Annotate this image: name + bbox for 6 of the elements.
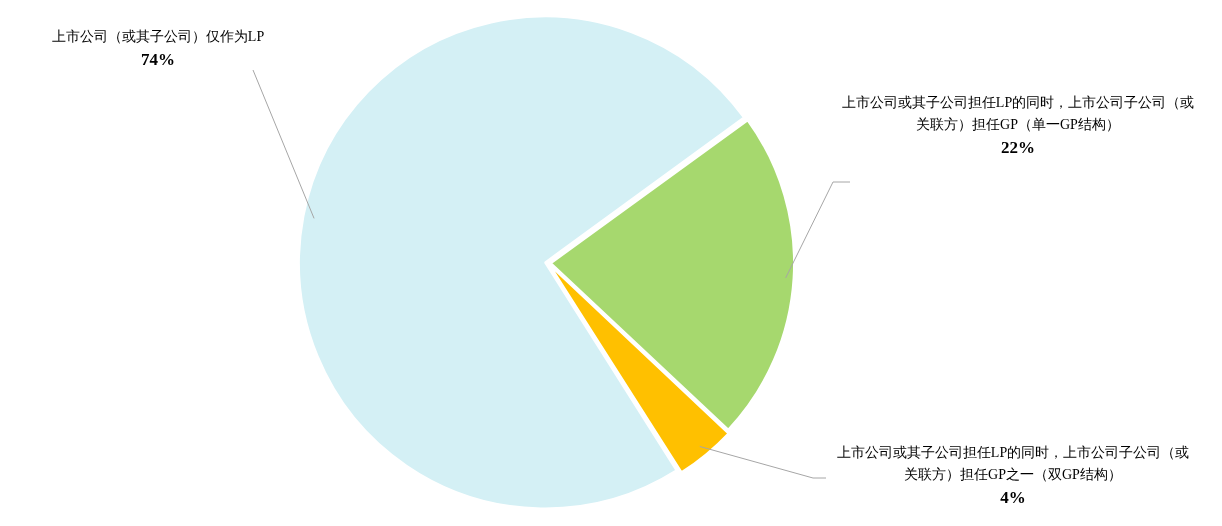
data-label: 4% [1000,487,1026,507]
slice-label: 上市公司或其子公司担任LP的同时，上市公司子公司（或关联方）担任GP之一（双GP结构） [836,444,1190,482]
slice-label: 上市公司（或其子公司）仅作为LP [51,28,265,44]
slice-label: 上市公司或其子公司担任LP的同时，上市公司子公司（或关联方）担任GP（单一GP结构） [841,94,1195,132]
data-label: 22% [1001,137,1035,157]
data-label: 74% [141,49,175,69]
